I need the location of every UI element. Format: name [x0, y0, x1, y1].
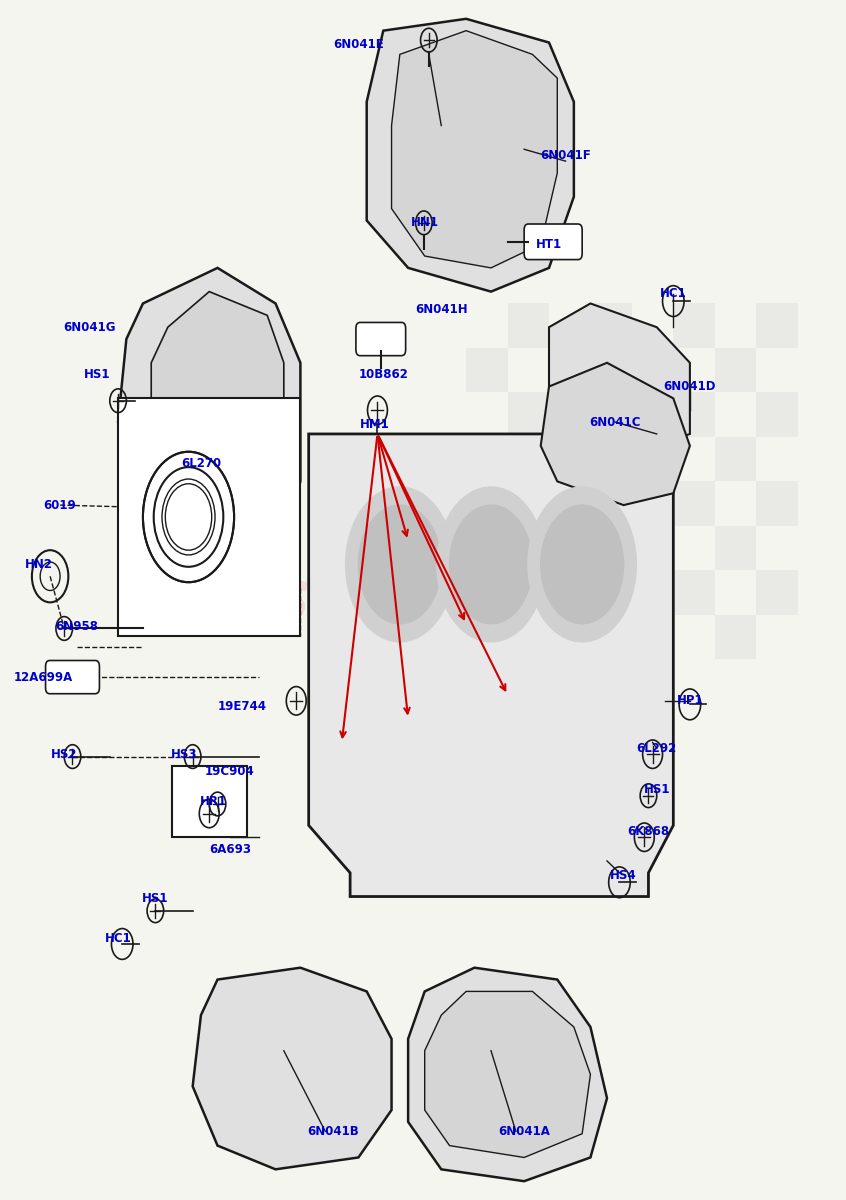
Bar [632, 614, 673, 659]
Bar [673, 481, 715, 526]
Text: HC1: HC1 [105, 931, 131, 944]
Bar [466, 526, 508, 570]
Bar [673, 304, 715, 348]
Polygon shape [118, 268, 300, 541]
Text: 6N041D: 6N041D [663, 380, 716, 394]
Bar [632, 437, 673, 481]
Text: 6N041F: 6N041F [541, 149, 591, 162]
Bar [118, 398, 300, 636]
Text: HN1: HN1 [410, 216, 439, 229]
Circle shape [437, 487, 545, 642]
Bar [756, 481, 798, 526]
Text: HR1: HR1 [200, 796, 227, 808]
Bar [756, 570, 798, 614]
Text: scaleria: scaleria [266, 565, 584, 635]
Text: HS2: HS2 [51, 748, 78, 761]
FancyBboxPatch shape [46, 660, 100, 694]
Polygon shape [193, 967, 392, 1169]
Bar [549, 526, 591, 570]
Bar [508, 304, 549, 348]
Polygon shape [425, 991, 591, 1158]
Bar [172, 766, 246, 838]
Text: 6N041A: 6N041A [498, 1124, 550, 1138]
Text: 19C904: 19C904 [205, 766, 255, 779]
Text: HS1: HS1 [142, 893, 168, 905]
Polygon shape [549, 304, 689, 446]
Polygon shape [151, 292, 283, 505]
Text: 6N041H: 6N041H [415, 302, 468, 316]
Text: 6A693: 6A693 [209, 842, 251, 856]
Circle shape [449, 505, 532, 624]
Text: 6N958: 6N958 [55, 619, 98, 632]
Bar [466, 348, 508, 392]
FancyBboxPatch shape [356, 323, 405, 355]
Bar [673, 392, 715, 437]
Bar [549, 437, 591, 481]
Text: 6L270: 6L270 [181, 457, 221, 470]
Circle shape [346, 487, 453, 642]
Text: HM1: HM1 [360, 418, 390, 431]
Bar [466, 437, 508, 481]
Text: HS4: HS4 [610, 869, 637, 882]
Bar [756, 304, 798, 348]
Text: HS1: HS1 [644, 784, 670, 797]
Bar [508, 481, 549, 526]
Bar [632, 348, 673, 392]
Text: HT1: HT1 [536, 238, 562, 251]
Text: 6019: 6019 [44, 499, 76, 511]
Bar [591, 570, 632, 614]
Polygon shape [366, 19, 574, 292]
Text: 6N041B: 6N041B [308, 1124, 360, 1138]
Text: 12A699A: 12A699A [14, 671, 73, 684]
Bar [549, 614, 591, 659]
Text: 6N041C: 6N041C [590, 415, 641, 428]
Bar [715, 614, 756, 659]
Circle shape [541, 505, 624, 624]
Text: HS1: HS1 [84, 368, 111, 382]
Polygon shape [541, 362, 689, 505]
Bar [591, 304, 632, 348]
Text: HS3: HS3 [171, 748, 198, 761]
Polygon shape [408, 967, 607, 1181]
Text: HC1: HC1 [660, 288, 687, 300]
Polygon shape [392, 31, 558, 268]
Bar [508, 570, 549, 614]
Circle shape [528, 487, 636, 642]
Bar [756, 392, 798, 437]
Bar [591, 481, 632, 526]
Bar [591, 392, 632, 437]
Text: 19E744: 19E744 [218, 701, 266, 713]
Text: HP1: HP1 [677, 695, 703, 707]
Text: HN2: HN2 [25, 558, 53, 571]
Bar [715, 526, 756, 570]
Bar [466, 614, 508, 659]
Text: 10B862: 10B862 [359, 368, 409, 382]
Bar [549, 348, 591, 392]
Bar [673, 570, 715, 614]
Bar [508, 392, 549, 437]
Bar [715, 348, 756, 392]
Text: 6N041E: 6N041E [333, 38, 384, 52]
Text: 6L292: 6L292 [636, 742, 677, 755]
Polygon shape [309, 434, 673, 896]
Bar [715, 437, 756, 481]
Bar [632, 526, 673, 570]
FancyBboxPatch shape [525, 224, 582, 259]
Text: 6K868: 6K868 [628, 824, 669, 838]
Circle shape [359, 505, 442, 624]
Text: 6N041G: 6N041G [63, 320, 115, 334]
